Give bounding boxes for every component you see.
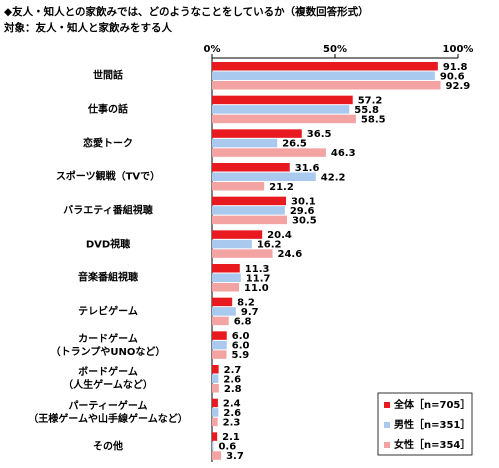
legend-swatch [384,422,390,428]
x-tick-label: 50% [323,44,347,55]
value-label: 2.3 [223,417,241,428]
category-label: バラエティ番組視聴 [63,205,153,217]
value-label: 57.2 [358,95,383,106]
bar [212,417,218,427]
value-label: 31.6 [295,163,320,174]
bar [212,196,287,206]
bar [212,62,438,71]
x-tick-label: 0% [204,44,221,55]
value-label: 21.2 [269,182,294,193]
bar [212,215,288,225]
value-label: 5.9 [232,350,250,361]
bar [212,230,263,239]
chart-title: ◆友人・知人との家飲みでは、どのようなことをしているか（複数回答形式） [4,6,369,18]
value-label: 11.3 [245,264,270,275]
value-label: 2.8 [224,384,242,395]
value-label: 58.5 [361,114,386,125]
value-label: 6.0 [232,341,250,352]
value-label: 2.1 [222,432,240,443]
category-label: 仕事の話 [88,104,128,116]
value-label: 16.2 [257,240,282,251]
bar [212,384,219,393]
value-label: 2.6 [223,374,241,385]
value-label: 20.4 [267,230,292,241]
bar [212,182,265,191]
value-label: 42.2 [321,172,346,183]
value-label: 92.9 [446,81,471,92]
category-label: パーティーゲーム （王様ゲームや山手線ゲームなど） [28,400,188,425]
chart-subtitle: 対象：友人・知人と家飲みをする人 [4,22,172,34]
bar [212,172,316,181]
category-label: カードゲーム （トランプやUNOなど） [50,333,166,358]
category-label: スポーツ観戦（TVで） [55,171,161,183]
bar [212,95,353,105]
bar [212,432,218,441]
value-label: 2.7 [224,365,242,376]
category-label: DVD視聴 [85,239,131,251]
category-label: 恋愛トーク [83,138,133,150]
bar [212,451,222,460]
bar [212,138,278,148]
legend-swatch [384,402,390,408]
category-label: 世間話 [93,70,123,82]
bar [212,273,241,282]
value-label: 30.5 [292,215,317,226]
value-label: 11.0 [244,283,269,294]
value-label: 24.6 [278,249,303,260]
value-label: 90.6 [440,71,465,82]
bar [212,374,219,383]
bar [212,350,227,359]
value-label: 11.7 [246,273,271,284]
bar [212,340,227,350]
bar [212,316,229,326]
value-label: 9.7 [241,307,259,318]
bar [212,365,219,374]
bar [212,81,441,90]
value-label: 46.3 [331,148,356,159]
value-label: 30.1 [291,196,316,207]
bar [212,408,219,417]
value-label: 3.7 [226,451,244,462]
bar [212,398,218,408]
value-label: 6.0 [232,331,250,342]
value-label: 6.8 [234,316,252,327]
bar [212,249,273,258]
bar [212,239,252,249]
legend-label: 女性［n=354］ [394,438,470,451]
value-label: 8.2 [237,297,255,308]
bar [212,71,435,80]
bar [212,264,240,273]
category-label: その他 [93,441,123,453]
value-label: 2.4 [223,398,241,409]
bar [212,114,356,124]
value-label: 0.6 [218,442,236,453]
bar [212,206,285,215]
legend-swatch [384,442,390,448]
x-tick-label: 100% [443,44,474,55]
legend-label: 全体［n=705］ [393,398,470,411]
category-label: ボードゲーム （人生ゲームなど） [63,367,153,392]
value-label: 29.6 [290,206,315,217]
bar [212,441,214,451]
bar [212,129,302,138]
category-label: テレビゲーム [78,306,138,318]
bar [212,148,326,157]
bar [212,283,240,292]
value-label: 26.5 [282,139,307,150]
bar [212,331,227,340]
value-label: 55.8 [354,105,379,116]
value-label: 91.8 [443,62,468,73]
legend-box [377,392,473,456]
legend-label: 男性［n=351］ [394,418,470,431]
bar [212,297,233,307]
bar [212,163,290,172]
value-label: 2.6 [223,408,241,419]
bar [212,307,236,316]
category-label: 音楽番組視聴 [78,272,138,284]
bar [212,105,350,114]
value-label: 36.5 [307,129,332,140]
